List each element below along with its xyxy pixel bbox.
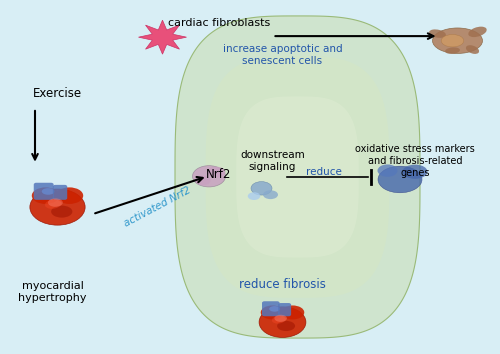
Ellipse shape bbox=[51, 206, 72, 218]
Polygon shape bbox=[236, 97, 359, 257]
Ellipse shape bbox=[272, 316, 286, 324]
Ellipse shape bbox=[196, 176, 210, 185]
Text: increase apoptotic and
senescent cells: increase apoptotic and senescent cells bbox=[222, 44, 342, 66]
Ellipse shape bbox=[269, 306, 280, 312]
Ellipse shape bbox=[260, 306, 284, 319]
Ellipse shape bbox=[466, 45, 479, 54]
Ellipse shape bbox=[378, 166, 422, 193]
Ellipse shape bbox=[56, 187, 83, 204]
Ellipse shape bbox=[402, 165, 427, 179]
Text: myocardial
hypertrophy: myocardial hypertrophy bbox=[18, 281, 87, 303]
Ellipse shape bbox=[277, 321, 295, 331]
Text: reduce fibrosis: reduce fibrosis bbox=[239, 279, 326, 291]
Ellipse shape bbox=[442, 34, 464, 47]
Ellipse shape bbox=[468, 27, 486, 37]
Ellipse shape bbox=[48, 198, 63, 207]
FancyBboxPatch shape bbox=[34, 183, 54, 200]
Ellipse shape bbox=[281, 306, 304, 319]
Text: activated Nrf2: activated Nrf2 bbox=[122, 185, 193, 229]
Polygon shape bbox=[138, 20, 186, 54]
Text: cardiac fibroblasts: cardiac fibroblasts bbox=[168, 18, 270, 28]
Text: oxidative stress markers
and fibrosis-related
genes: oxidative stress markers and fibrosis-re… bbox=[355, 144, 475, 178]
Ellipse shape bbox=[42, 188, 54, 195]
Ellipse shape bbox=[263, 190, 278, 199]
FancyBboxPatch shape bbox=[262, 301, 280, 316]
Text: reduce: reduce bbox=[306, 167, 342, 177]
Ellipse shape bbox=[192, 166, 226, 187]
Ellipse shape bbox=[259, 307, 306, 337]
Text: Exercise: Exercise bbox=[32, 87, 82, 100]
Ellipse shape bbox=[251, 182, 272, 195]
Ellipse shape bbox=[248, 192, 260, 200]
Ellipse shape bbox=[274, 315, 287, 322]
Text: Nrf2: Nrf2 bbox=[206, 168, 232, 181]
Ellipse shape bbox=[445, 47, 460, 54]
FancyBboxPatch shape bbox=[278, 303, 291, 316]
Ellipse shape bbox=[429, 29, 446, 38]
FancyBboxPatch shape bbox=[53, 185, 67, 200]
Text: downstream
signaling: downstream signaling bbox=[240, 150, 305, 172]
Ellipse shape bbox=[30, 189, 85, 225]
Ellipse shape bbox=[378, 164, 398, 177]
Ellipse shape bbox=[45, 199, 62, 209]
Ellipse shape bbox=[208, 167, 226, 177]
Ellipse shape bbox=[32, 187, 60, 204]
Polygon shape bbox=[175, 16, 420, 338]
Ellipse shape bbox=[432, 28, 482, 53]
Polygon shape bbox=[206, 56, 390, 298]
